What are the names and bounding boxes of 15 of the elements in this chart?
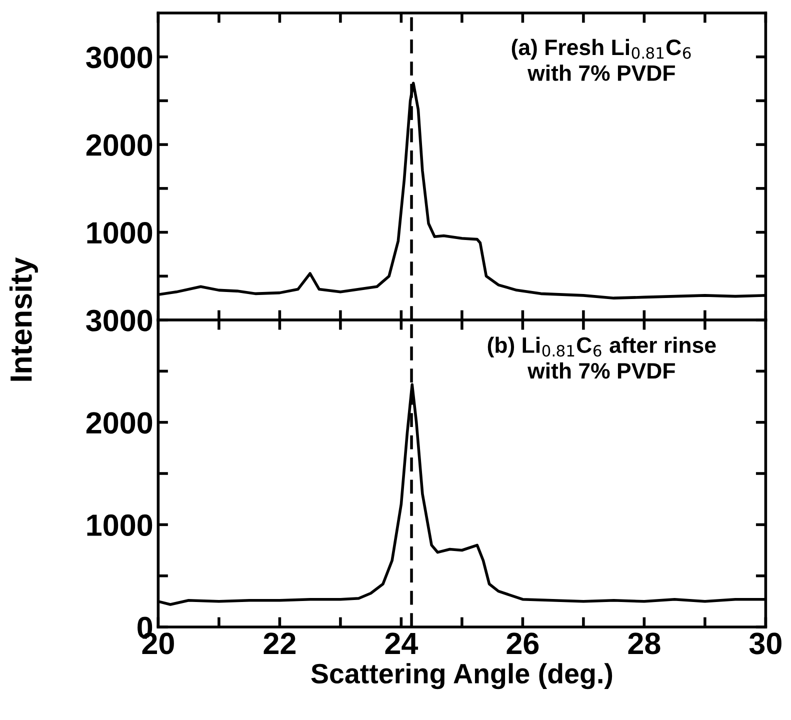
- x-tick-label: 30: [749, 632, 782, 654]
- x-tick-label: 26: [506, 632, 539, 654]
- y-tick-label: 1000: [87, 514, 152, 536]
- y-tick-label: 3000: [86, 46, 152, 68]
- y-tick-label: 2000: [86, 412, 152, 434]
- x-tick-label: 22: [264, 632, 296, 654]
- y-tick-label: 1000: [87, 222, 152, 244]
- y-tick-label: 2000: [86, 134, 152, 156]
- annotation: (b) Li$_{0.81}$C$_{6}$ after rinse with 7% PVDF: [488, 336, 716, 379]
- x-tick-label: 24: [385, 632, 418, 654]
- x-tick-label: 28: [628, 632, 660, 654]
- x-axis-title: Scattering Angle (deg.): [311, 663, 612, 690]
- y-tick-label: 3000: [86, 310, 152, 332]
- annotation: (a) Fresh Li$_{0.81}$C$_{6}$ with 7% PVDF: [512, 38, 691, 81]
- y-axis-title: Intensity: [9, 257, 38, 381]
